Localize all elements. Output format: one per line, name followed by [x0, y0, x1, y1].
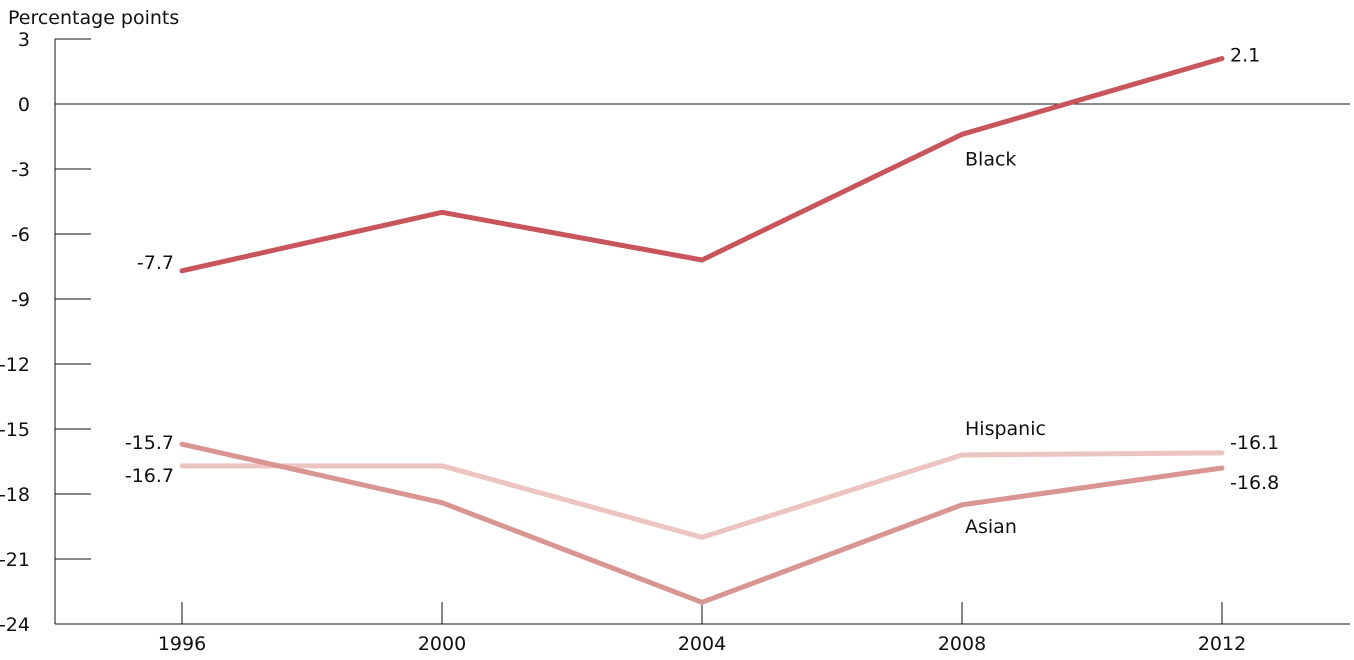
- y-axis-title: Percentage points: [8, 7, 179, 29]
- series-line-hispanic: [179, 450, 1225, 540]
- y-tick-label: 3: [18, 29, 30, 51]
- start-value-label: -7.7: [137, 252, 174, 274]
- x-tick-label: 2008: [938, 633, 986, 655]
- series-line-asian: [179, 441, 1225, 605]
- y-tick-label: -12: [0, 354, 30, 376]
- x-tick-label: 1996: [158, 633, 206, 655]
- data-labels: -7.7 2.1 Black -16.7 -16.1 Hispanic -15.7 -16.8…: [125, 45, 1279, 538]
- series-lines: [179, 56, 1225, 605]
- y-tick-label: -9: [11, 289, 30, 311]
- end-value-label: -16.8: [1230, 472, 1279, 494]
- y-tick-label: -18: [0, 484, 30, 506]
- x-tick-label: 2012: [1198, 633, 1246, 655]
- x-tick-label: 2000: [418, 633, 466, 655]
- series-name-label: Hispanic: [965, 418, 1046, 440]
- end-value-label: -16.1: [1230, 432, 1279, 454]
- y-tick-label: -21: [0, 549, 30, 571]
- y-tick-label: -3: [11, 159, 30, 181]
- y-tick-label: 0: [18, 94, 30, 116]
- y-tick-label: -6: [11, 224, 30, 246]
- x-tick-label: 2004: [678, 633, 726, 655]
- end-value-label: 2.1: [1230, 45, 1260, 67]
- series-line-black: [179, 56, 1225, 274]
- y-tick-label: -15: [0, 419, 30, 441]
- start-value-label: -16.7: [125, 465, 174, 487]
- series-name-label: Asian: [965, 516, 1017, 538]
- start-value-label: -15.7: [125, 432, 174, 454]
- series-name-label: Black: [965, 148, 1016, 170]
- axes: 3 0 -3 -6 -9 -12 -15 -18 -21 -24 1996 2000 2004 2008 2…: [0, 29, 1350, 655]
- y-tick-label: -24: [0, 614, 30, 636]
